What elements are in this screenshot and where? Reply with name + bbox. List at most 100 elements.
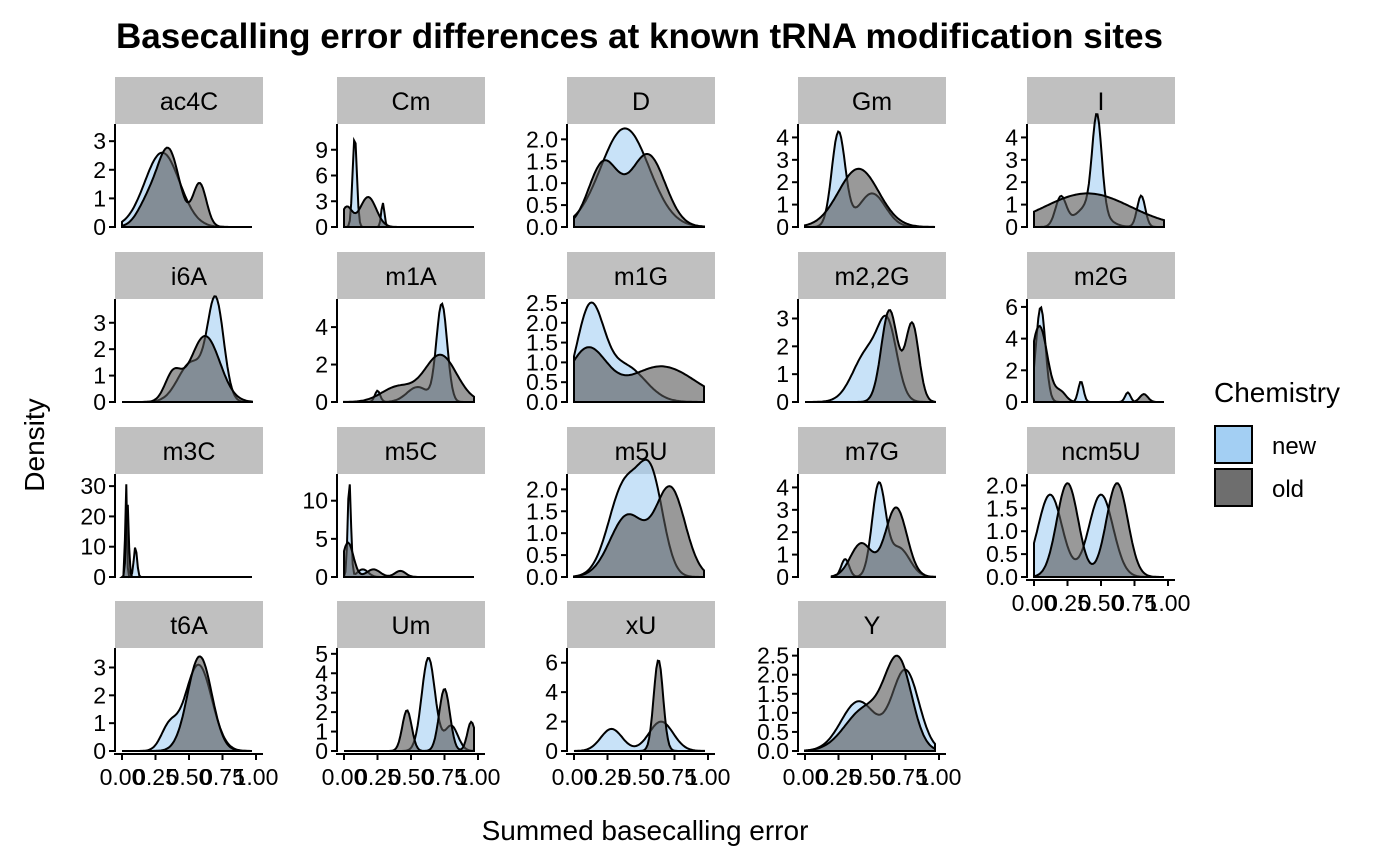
- strip-bg: [1027, 252, 1175, 299]
- strip-bg: [115, 601, 263, 648]
- y-tick-label: 0: [315, 214, 328, 240]
- y-tick-label: 1: [776, 542, 789, 568]
- strip-bg: [567, 601, 715, 648]
- y-tick-label: 1.5: [986, 495, 1018, 521]
- strip-bg: [115, 427, 263, 474]
- strip-label: m5C: [385, 438, 438, 466]
- y-tick-label: 6: [315, 163, 328, 189]
- y-tick-label: 1: [315, 719, 328, 745]
- y-tick-label: 0.0: [757, 738, 789, 764]
- y-tick-label: 2.0: [526, 126, 558, 152]
- strip-bg: [567, 252, 715, 299]
- y-tick-label: 3: [776, 497, 789, 523]
- legend-label-old: old: [1272, 476, 1304, 503]
- y-tick-label: 2.0: [757, 662, 789, 688]
- x-tick-label: 0.25: [585, 764, 630, 790]
- y-tick-label: 2.0: [526, 476, 558, 502]
- x-tick-label: 1.00: [234, 764, 279, 790]
- y-tick-label: 30: [80, 473, 106, 499]
- y-tick-label: 3: [776, 147, 789, 173]
- x-tick-label: 1.00: [686, 764, 731, 790]
- x-tick-label: 0.00: [1012, 590, 1057, 616]
- density-area-old: [122, 655, 252, 752]
- y-tick-label: 1.0: [757, 700, 789, 726]
- y-tick-label: 2.0: [526, 310, 558, 336]
- strip-label: m1G: [614, 263, 668, 291]
- x-tick-label: 0.75: [652, 764, 697, 790]
- x-tick-label: 1.00: [917, 764, 962, 790]
- density-area-old: [343, 353, 475, 403]
- x-tick-label: 0.75: [1112, 590, 1157, 616]
- x-tick-label: 0.00: [322, 764, 367, 790]
- y-tick-label: 0: [93, 389, 106, 415]
- y-tick-label: 1.5: [526, 148, 558, 174]
- y-tick-label: 9: [315, 137, 328, 163]
- y-tick-label: 0.5: [526, 192, 558, 218]
- x-tick-label: 0.25: [816, 764, 861, 790]
- strip-label: Y: [864, 612, 881, 640]
- strip-bg: [798, 601, 946, 648]
- x-tick-label: 0.00: [783, 764, 828, 790]
- y-tick-label: 0: [776, 389, 789, 415]
- density-area-old: [1033, 324, 1164, 403]
- y-tick-label: 0: [315, 564, 328, 590]
- y-tick-label: 0: [93, 564, 106, 590]
- strip-label: i6A: [171, 263, 207, 291]
- y-tick-label: 2: [776, 333, 789, 359]
- legend: Chemistry new old: [1214, 377, 1340, 507]
- x-tick-label: 0.25: [355, 764, 400, 790]
- y-axis-title: Density: [19, 398, 50, 491]
- y-tick-label: 0: [315, 389, 328, 415]
- y-tick-label: 2: [93, 157, 106, 183]
- panel-ncm5U: ncm5U 0.00.51.01.52.0 0.000.250.500.751.00: [986, 427, 1190, 616]
- y-tick-label: 4: [545, 679, 558, 705]
- density-area-old: [573, 153, 705, 228]
- y-tick-label: 2: [93, 336, 106, 362]
- y-tick-label: 1.5: [526, 330, 558, 356]
- x-axis-title: Summed basecalling error: [482, 815, 809, 846]
- strip-label: m2G: [1074, 263, 1128, 291]
- y-tick-label: 4: [1005, 326, 1018, 352]
- y-tick-label: 5: [315, 641, 328, 667]
- strip-label: I: [1098, 88, 1105, 116]
- strip-bg: [798, 252, 946, 299]
- y-tick-label: 4: [315, 660, 328, 686]
- density-area-old: [804, 654, 936, 752]
- x-tick-label: 0.50: [389, 764, 434, 790]
- y-tick-label: 0.0: [986, 564, 1018, 590]
- y-tick-label: 0.5: [526, 542, 558, 568]
- y-tick-label: 1: [776, 192, 789, 218]
- x-tick-label: 0.50: [1079, 590, 1124, 616]
- y-tick-label: 3: [315, 680, 328, 706]
- strip-bg: [337, 252, 485, 299]
- density-area-old: [119, 504, 252, 578]
- density-area-old: [573, 485, 705, 578]
- y-tick-label: 1.5: [757, 681, 789, 707]
- strip-label: Um: [392, 612, 431, 640]
- y-tick-label: 1: [93, 363, 106, 389]
- density-area-old: [1033, 482, 1164, 578]
- x-tick-label: 0.50: [850, 764, 895, 790]
- panel-m3C: m3C 0 10 20 30: [80, 427, 263, 590]
- density-area-new: [121, 484, 252, 579]
- y-tick-label: 0: [93, 214, 106, 240]
- strip-label: ac4C: [160, 88, 218, 116]
- x-tick-label: 0.75: [422, 764, 467, 790]
- x-tick-label: 0.25: [1045, 590, 1090, 616]
- y-tick-label: 1.0: [986, 518, 1018, 544]
- y-tick-label: 0: [1005, 389, 1018, 415]
- strip-label: Cm: [392, 88, 431, 116]
- y-tick-label: 2: [545, 709, 558, 735]
- y-tick-label: 6: [1005, 294, 1018, 320]
- y-tick-label: 2: [315, 352, 328, 378]
- y-tick-label: 1.0: [526, 170, 558, 196]
- strip-label: m1A: [385, 263, 437, 291]
- x-tick-label: 1.00: [1146, 590, 1191, 616]
